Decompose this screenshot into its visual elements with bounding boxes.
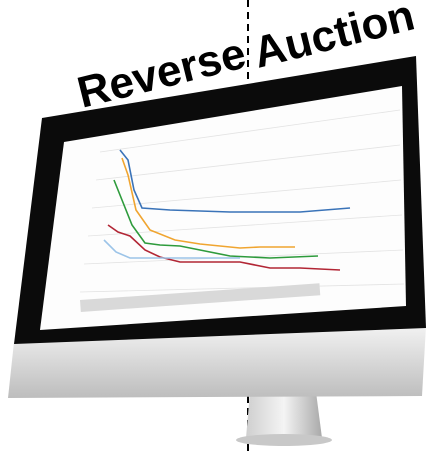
monitor-base bbox=[236, 434, 332, 446]
illustration: Reverse Auction bbox=[0, 0, 429, 453]
monitor-stand bbox=[246, 392, 322, 438]
